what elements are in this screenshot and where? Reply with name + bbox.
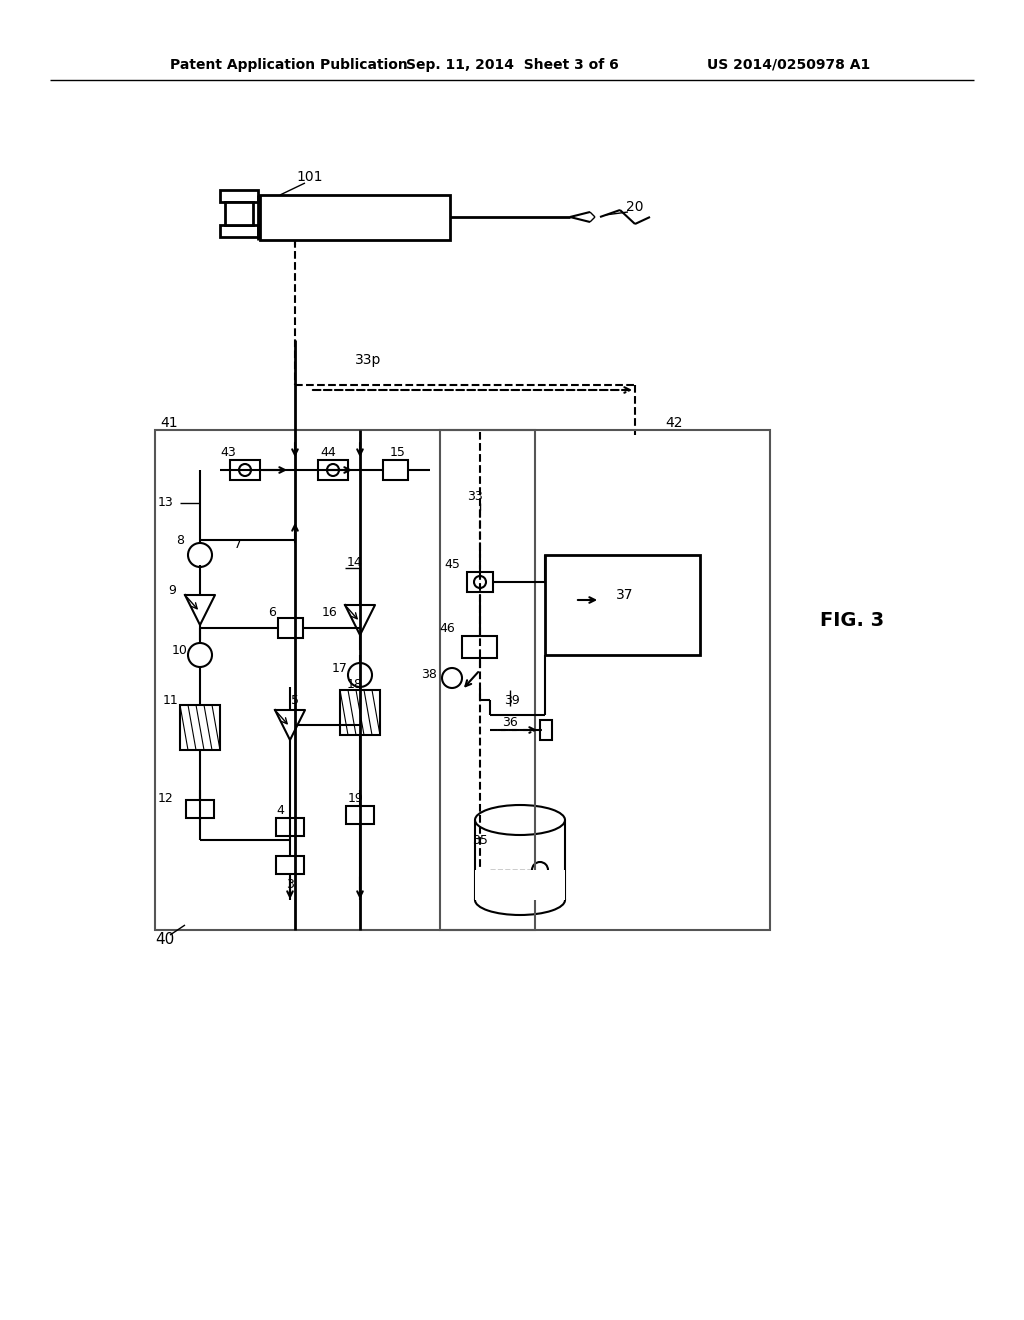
- Text: 37: 37: [616, 587, 634, 602]
- Text: 101: 101: [297, 170, 324, 183]
- Bar: [230, 459, 260, 480]
- Text: 39: 39: [504, 693, 520, 706]
- Bar: [467, 572, 493, 591]
- Bar: [276, 818, 304, 836]
- Text: 38: 38: [421, 668, 437, 681]
- Text: 20: 20: [627, 201, 644, 214]
- Text: 35: 35: [472, 833, 488, 846]
- Text: 12: 12: [158, 792, 173, 804]
- Bar: [540, 719, 552, 741]
- Bar: [346, 807, 374, 824]
- Bar: [475, 870, 565, 900]
- Bar: [440, 430, 770, 931]
- Text: 33p: 33p: [354, 352, 381, 367]
- Text: 18: 18: [347, 678, 362, 692]
- Bar: [180, 705, 220, 750]
- Bar: [220, 224, 258, 238]
- Bar: [260, 195, 450, 240]
- Text: US 2014/0250978 A1: US 2014/0250978 A1: [707, 58, 870, 73]
- Text: 14: 14: [347, 556, 362, 569]
- Text: 5: 5: [291, 693, 299, 706]
- Bar: [278, 618, 303, 638]
- Text: 10: 10: [172, 644, 188, 656]
- Text: 15: 15: [390, 446, 406, 458]
- Text: FIG. 3: FIG. 3: [820, 610, 884, 630]
- Text: Sep. 11, 2014  Sheet 3 of 6: Sep. 11, 2014 Sheet 3 of 6: [406, 58, 618, 73]
- Bar: [155, 430, 535, 931]
- Bar: [545, 554, 700, 655]
- Text: Patent Application Publication: Patent Application Publication: [170, 58, 408, 73]
- Text: 19: 19: [348, 792, 364, 804]
- Bar: [220, 190, 258, 202]
- Bar: [340, 690, 380, 735]
- Text: 40: 40: [155, 932, 174, 948]
- Text: 17: 17: [332, 661, 348, 675]
- Bar: [225, 202, 253, 224]
- Bar: [462, 636, 497, 657]
- Text: 41: 41: [160, 416, 177, 430]
- Bar: [383, 459, 408, 480]
- Text: 16: 16: [323, 606, 338, 619]
- Text: 45: 45: [444, 558, 460, 572]
- Text: 3: 3: [286, 879, 294, 891]
- Text: 44: 44: [321, 446, 336, 458]
- Text: 13: 13: [158, 496, 173, 510]
- Text: 33: 33: [467, 491, 483, 503]
- Text: 7: 7: [234, 539, 242, 552]
- Text: 8: 8: [176, 533, 184, 546]
- Text: 42: 42: [665, 416, 683, 430]
- Bar: [318, 459, 348, 480]
- Text: 4: 4: [276, 804, 284, 817]
- Bar: [276, 855, 304, 874]
- Text: 6: 6: [268, 606, 275, 619]
- Text: 9: 9: [168, 583, 176, 597]
- Bar: [186, 800, 214, 818]
- Text: 46: 46: [439, 623, 455, 635]
- Text: 36: 36: [502, 715, 518, 729]
- Text: 11: 11: [162, 693, 178, 706]
- Text: 43: 43: [220, 446, 236, 458]
